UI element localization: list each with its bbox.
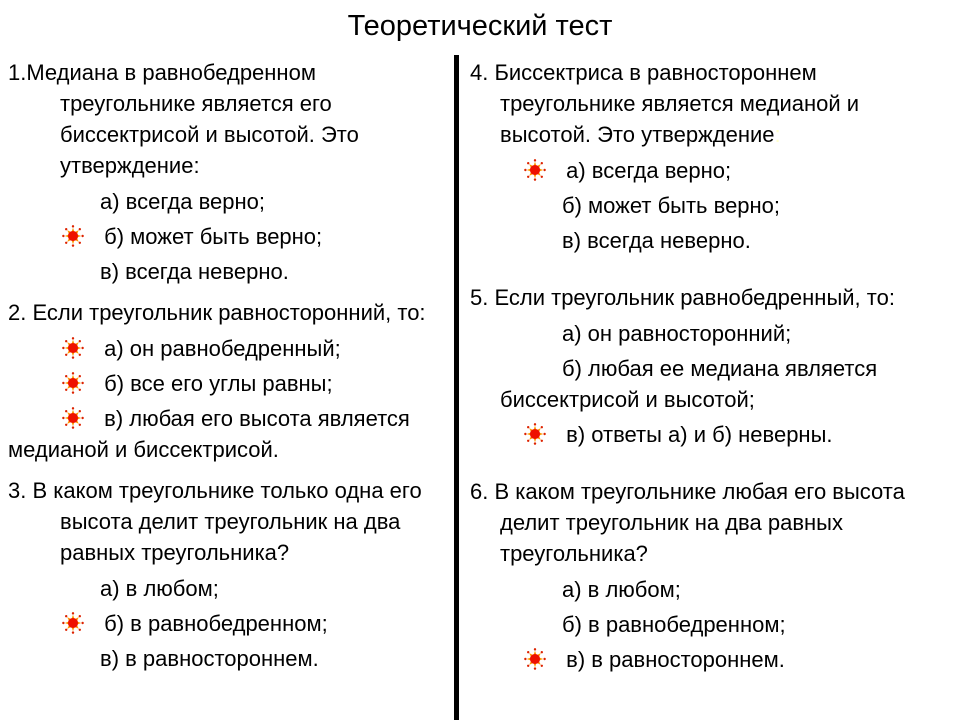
answer-label: а) он равнобедренный; <box>104 336 341 361</box>
page-title: Теоретический тест <box>347 10 613 42</box>
answer-option: в) в равностороннем. <box>8 643 452 674</box>
sun-icon <box>62 372 84 394</box>
answer-option: б) любая ее медиана является биссектрисо… <box>470 353 952 415</box>
sun-icon <box>62 407 84 429</box>
answer-option: в) ответы а) и б) неверны. <box>470 419 952 450</box>
answer-label: а) в любом; <box>562 577 681 602</box>
answer-label: в) всегда неверно. <box>100 259 289 284</box>
answer-label: в) ответы а) и б) неверны. <box>566 422 833 447</box>
answer-label: в) в равностороннем. <box>566 647 785 672</box>
answer-option: б) может быть верно; <box>470 190 952 221</box>
answer-option: в) всегда неверно. <box>8 256 452 287</box>
question-text: 3. В каком треугольнике только одна его … <box>8 478 422 565</box>
question-text: 4. Биссектриса в равностороннем треуголь… <box>470 57 952 150</box>
sun-icon <box>62 225 84 247</box>
answer-label: б) может быть верно; <box>104 224 323 249</box>
answer-label: а) в любом; <box>100 576 219 601</box>
answer-option: а) всегда верно; <box>8 186 452 217</box>
answer-label: в) любая его высота является медианой и … <box>8 406 410 462</box>
answer-label: б) может быть верно; <box>562 193 781 218</box>
answer-option: б) все его углы равны; <box>8 368 452 399</box>
sun-icon <box>524 648 546 670</box>
answer-option: а) всегда верно; <box>470 155 952 186</box>
answer-option: в) в равностороннем. <box>470 644 952 675</box>
question-text: 2. Если треугольник равносторонний, то: <box>8 300 426 325</box>
questions-column-right: 4. Биссектриса в равностороннем треуголь… <box>470 57 952 679</box>
answer-label: б) в равнобедренном; <box>562 612 786 637</box>
answer-label: в) в равностороннем. <box>100 646 319 671</box>
sun-icon <box>62 337 84 359</box>
answer-label: а) он равносторонний; <box>562 321 792 346</box>
answer-option: в) любая его высота является медианой и … <box>8 403 452 465</box>
questions-column-left: 1.Медиана в равнобедренном треугольнике … <box>8 57 452 678</box>
question-label: 4. Биссектриса в равностороннем треуголь… <box>470 60 860 147</box>
answer-option: а) в любом; <box>8 573 452 604</box>
answer-option: б) может быть верно; <box>8 221 452 252</box>
answer-label: б) в равнобедренном; <box>104 611 328 636</box>
answer-label: а) всегда верно; <box>566 158 732 183</box>
answer-label: в) всегда неверно. <box>562 228 751 253</box>
answer-option: б) в равнобедренном; <box>8 608 452 639</box>
faint-colon: : <box>774 122 781 147</box>
answer-label: б) любая ее медиана является биссектрисо… <box>500 356 878 412</box>
answer-option: в) всегда неверно. <box>470 225 952 256</box>
sun-icon <box>62 612 84 634</box>
sun-icon <box>524 159 546 181</box>
answer-label: б) все его углы равны; <box>104 371 333 396</box>
answer-option: а) в любом; <box>470 574 952 605</box>
answer-option: а) он равнобедренный; <box>8 333 452 364</box>
question-text: 1.Медиана в равнобедренном треугольнике … <box>8 60 359 178</box>
question-text: 6. В каком треугольнике любая его высота… <box>470 479 905 566</box>
column-divider <box>454 55 459 720</box>
question-text: 5. Если треугольник равнобедренный, то: <box>470 285 895 310</box>
sun-icon <box>524 423 546 445</box>
answer-option: б) в равнобедренном; <box>470 609 952 640</box>
answer-option: а) он равносторонний; <box>470 318 952 349</box>
answer-label: а) всегда верно; <box>100 189 265 214</box>
